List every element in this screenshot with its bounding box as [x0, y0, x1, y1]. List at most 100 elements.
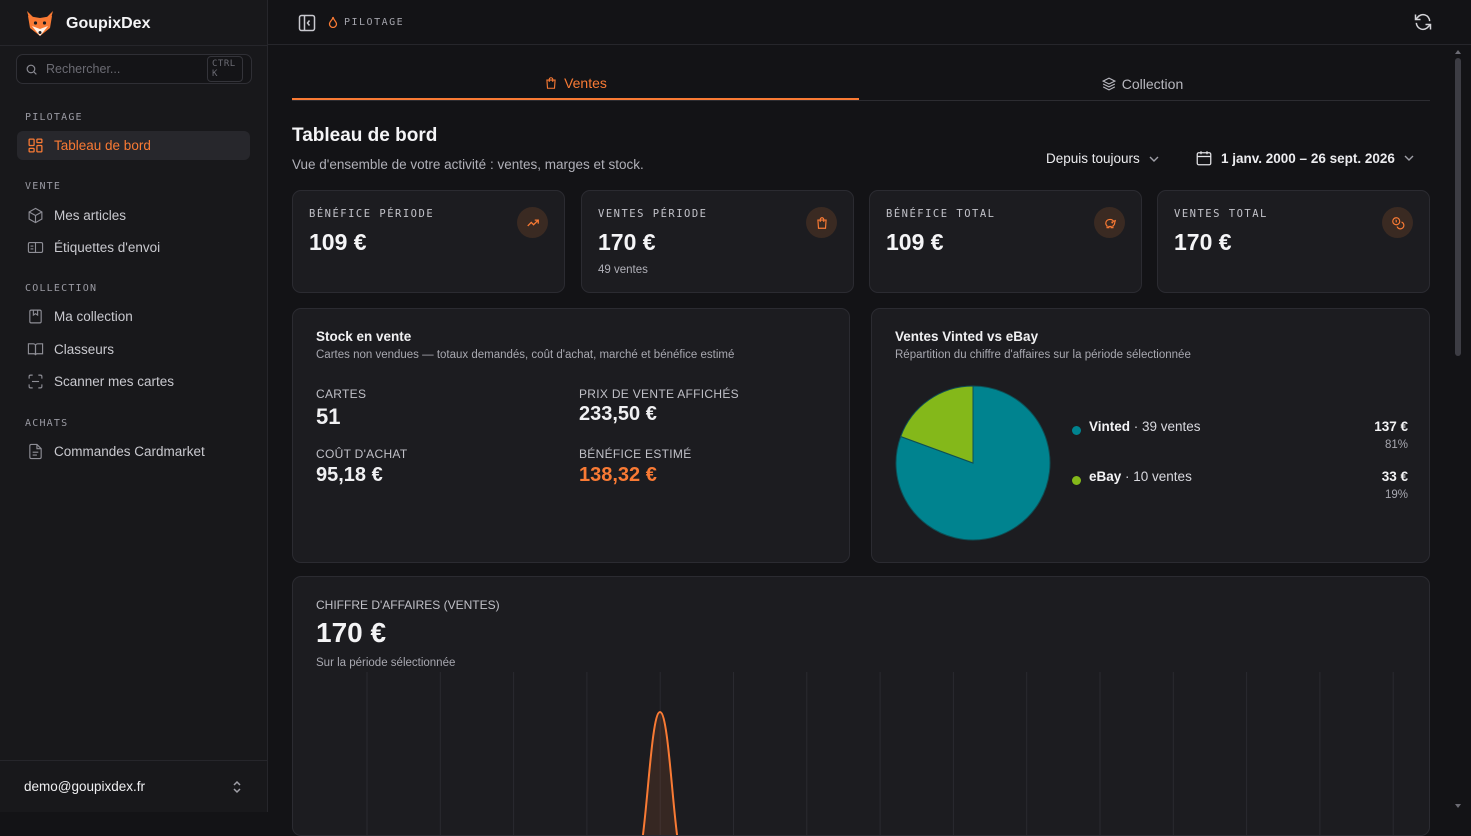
page-title: Tableau de bord	[292, 125, 437, 147]
legend-label: eBay · 10 ventes	[1089, 469, 1192, 484]
kpi-value: 170 €	[1174, 229, 1232, 256]
scroll-up-arrow[interactable]	[1455, 50, 1461, 54]
search-input[interactable]	[46, 62, 207, 76]
revenue-card: CHIFFRE D'AFFAIRES (VENTES) 170 € Sur la…	[292, 576, 1430, 836]
breadcrumb-label: PILOTAGE	[344, 17, 404, 28]
legend-value: 137 €	[1374, 419, 1408, 434]
scrollbar-thumb[interactable]	[1455, 58, 1461, 356]
stat-value-cartes: 51	[316, 404, 340, 430]
shipping-label-icon	[27, 239, 44, 256]
sidebar: GoupixDex CTRL K PILOTAGE Tableau de bor…	[0, 0, 268, 812]
legend-dot	[1072, 426, 1081, 435]
revenue-area	[642, 712, 678, 836]
tab-label: Collection	[1122, 76, 1183, 92]
kpi-label: BÉNÉFICE TOTAL	[886, 208, 996, 220]
stat-label-cout: COÛT D'ACHAT	[316, 447, 407, 461]
stock-card: Stock en vente Cartes non vendues — tota…	[292, 308, 850, 563]
stat-value-prix: 233,50 €	[579, 403, 657, 426]
sidebar-item-label: Commandes Cardmarket	[54, 444, 205, 459]
chart-gridlines	[367, 672, 1393, 836]
calendar-icon	[1195, 149, 1213, 167]
shopping-bag-icon	[815, 216, 829, 230]
page-subtitle: Vue d'ensemble de votre activité : vente…	[292, 157, 644, 172]
legend-label: Vinted · 39 ventes	[1089, 419, 1201, 434]
user-menu[interactable]: demo@goupixdex.fr	[0, 760, 267, 812]
kpi-icon-badge	[806, 207, 837, 238]
tabs: Ventes Collection	[292, 67, 1430, 101]
sidebar-item-ma-collection[interactable]: Ma collection	[17, 302, 250, 331]
platforms-pie-chart	[894, 384, 1052, 542]
period-value: Depuis toujours	[1046, 151, 1140, 166]
kpi-card-benefice-periode: BÉNÉFICE PÉRIODE 109 €	[292, 190, 565, 293]
revenue-caption: Sur la période sélectionnée	[316, 657, 455, 669]
platforms-card: Ventes Vinted vs eBay Répartition du chi…	[871, 308, 1430, 563]
kpi-label: BÉNÉFICE PÉRIODE	[309, 208, 434, 220]
nav-section-pilotage: PILOTAGE	[25, 112, 83, 123]
chevrons-up-down-icon	[231, 780, 243, 794]
app-name: GoupixDex	[66, 15, 150, 33]
bookmark-icon	[27, 308, 44, 325]
piggy-bank-icon	[1103, 216, 1117, 230]
sidebar-item-tableau-de-bord[interactable]: Tableau de bord	[17, 131, 250, 160]
flame-icon	[328, 16, 338, 28]
stat-value-cout: 95,18 €	[316, 464, 383, 487]
legend-platform-name: eBay	[1089, 469, 1121, 484]
sidebar-toggle-icon[interactable]	[298, 14, 316, 32]
legend-count: · 39 ventes	[1130, 419, 1201, 434]
sidebar-item-mes-articles[interactable]: Mes articles	[17, 201, 250, 230]
nav-section-collection: COLLECTION	[25, 283, 97, 294]
kpi-value: 170 €	[598, 229, 656, 256]
package-icon	[27, 207, 44, 224]
nav-section-achats: ACHATS	[25, 418, 68, 429]
stat-value-benefice: 138,32 €	[579, 464, 657, 487]
refresh-icon[interactable]	[1413, 12, 1433, 32]
kpi-value: 109 €	[886, 229, 944, 256]
shopping-bag-icon	[544, 76, 558, 90]
search-box[interactable]: CTRL K	[16, 54, 252, 84]
sidebar-item-label: Ma collection	[54, 309, 133, 324]
kpi-card-ventes-total: VENTES TOTAL 170 €	[1157, 190, 1430, 293]
tab-collection[interactable]: Collection	[859, 67, 1426, 100]
sidebar-item-label: Classeurs	[54, 342, 114, 357]
kpi-card-ventes-periode: VENTES PÉRIODE 170 € 49 ventes	[581, 190, 854, 293]
tab-label: Ventes	[564, 75, 607, 91]
legend-value: 33 €	[1382, 469, 1408, 484]
sidebar-item-classeurs[interactable]: Classeurs	[17, 335, 250, 364]
legend-count: · 10 ventes	[1121, 469, 1192, 484]
sidebar-item-scanner[interactable]: Scanner mes cartes	[17, 367, 250, 396]
sidebar-item-label: Scanner mes cartes	[54, 374, 174, 389]
period-select[interactable]: Depuis toujours	[1046, 151, 1160, 166]
scroll-down-arrow[interactable]	[1455, 804, 1461, 808]
legend-percent: 19%	[1385, 489, 1408, 501]
sidebar-divider	[0, 45, 267, 46]
sidebar-item-label: Étiquettes d'envoi	[54, 240, 160, 255]
legend-platform-name: Vinted	[1089, 419, 1130, 434]
breadcrumb: PILOTAGE	[328, 16, 404, 28]
search-icon	[25, 63, 38, 76]
chevron-down-icon	[1148, 153, 1160, 165]
stat-label-prix: PRIX DE VENTE AFFICHÉS	[579, 387, 739, 401]
revenue-value: 170 €	[316, 617, 386, 649]
card-title: Stock en vente	[316, 329, 411, 344]
kpi-card-benefice-total: BÉNÉFICE TOTAL 109 €	[869, 190, 1142, 293]
sidebar-item-etiquettes-envoi[interactable]: Étiquettes d'envoi	[17, 233, 250, 262]
legend-percent: 81%	[1385, 439, 1408, 451]
book-open-icon	[27, 341, 44, 358]
kpi-icon-badge	[1094, 207, 1125, 238]
topbar: PILOTAGE	[268, 0, 1471, 45]
tab-ventes[interactable]: Ventes	[292, 67, 859, 100]
kpi-icon-badge	[1382, 207, 1413, 238]
brand[interactable]: GoupixDex	[24, 8, 150, 40]
coins-icon	[1391, 216, 1405, 230]
scan-icon	[27, 373, 44, 390]
date-range-picker[interactable]: 1 janv. 2000 – 26 sept. 2026	[1195, 149, 1415, 167]
card-subtitle: Cartes non vendues — totaux demandés, co…	[316, 349, 734, 361]
nav-section-vente: VENTE	[25, 181, 61, 192]
chevron-down-icon	[1403, 152, 1415, 164]
kpi-label: VENTES TOTAL	[1174, 208, 1268, 220]
trending-up-icon	[526, 216, 540, 230]
kpi-value: 109 €	[309, 229, 367, 256]
sidebar-item-commandes-cardmarket[interactable]: Commandes Cardmarket	[17, 437, 250, 466]
kpi-icon-badge	[517, 207, 548, 238]
date-range-value: 1 janv. 2000 – 26 sept. 2026	[1221, 151, 1395, 166]
